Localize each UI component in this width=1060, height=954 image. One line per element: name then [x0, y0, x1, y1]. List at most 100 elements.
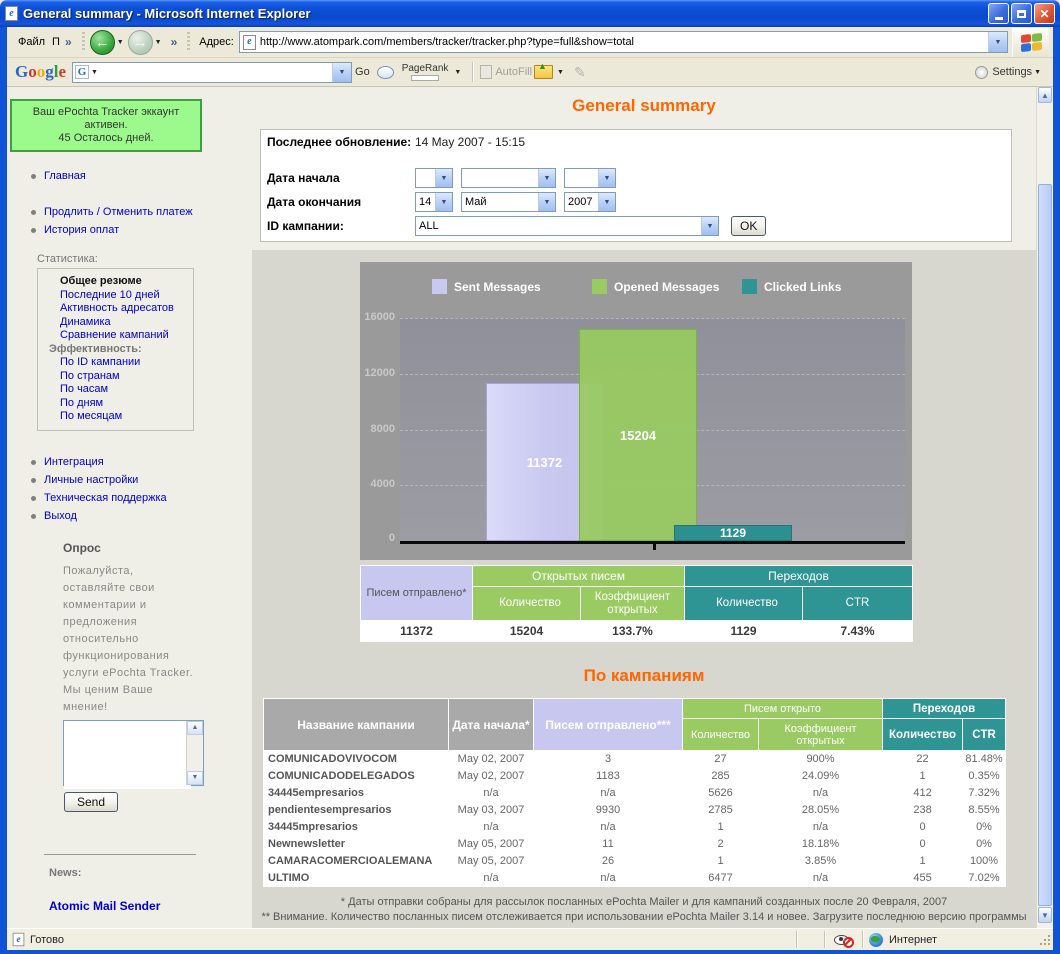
account-line: 45 Осталось дней.: [14, 132, 198, 145]
dropdown-arrow-icon[interactable]: ▼: [538, 193, 555, 211]
stats-link-by-id[interactable]: По ID кампании: [60, 356, 193, 370]
news-link-atomic-mail-sender[interactable]: Atomic Mail Sender: [49, 899, 252, 913]
campaigns-group-opened: Писем открыто: [683, 699, 883, 719]
go-button[interactable]: Go: [355, 66, 370, 78]
vertical-scrollbar[interactable]: ▲ ▼: [1036, 87, 1053, 928]
address-bar[interactable]: e http://www.atompark.com/members/tracke…: [239, 31, 1008, 53]
bookmark-folder-button[interactable]: ▲: [534, 65, 553, 79]
legend-clicked: Clicked Links: [742, 279, 841, 294]
stats-link-by-days[interactable]: По дням: [60, 397, 193, 411]
stats-link-by-months[interactable]: По месяцам: [60, 410, 193, 424]
dropdown-arrow-icon[interactable]: ▼: [598, 169, 615, 187]
minimize-button[interactable]: [988, 3, 1009, 24]
back-button[interactable]: ←: [90, 30, 115, 55]
sidebar-link-logout[interactable]: Выход: [44, 510, 77, 522]
window-frame: Файл Правка » ← ▼ → ▼ » Адрес: e http://…: [0, 27, 1060, 954]
cell: 0: [883, 819, 963, 836]
autofill-button[interactable]: AutoFill: [495, 66, 532, 78]
menu-edit-clipped[interactable]: Правка: [52, 36, 60, 48]
end-month-select[interactable]: Май▼: [461, 192, 556, 212]
stats-link-activity[interactable]: Активность адресатов: [60, 302, 193, 316]
start-day-select[interactable]: ▼: [415, 168, 453, 188]
bullet-icon: [31, 478, 36, 483]
cell: 900%: [759, 751, 883, 768]
ok-button[interactable]: OK: [731, 216, 766, 236]
google-search-dropdown-icon[interactable]: ▼: [332, 63, 351, 82]
address-dropdown-icon[interactable]: ▼: [988, 32, 1007, 52]
stats-item-current[interactable]: Общее резюме: [60, 275, 193, 289]
campaigns-header-date: Дата начала*: [449, 699, 534, 751]
stats-link-by-country[interactable]: По странам: [60, 370, 193, 384]
scroll-up-icon[interactable]: ▲: [187, 721, 203, 735]
survey-textarea[interactable]: [64, 721, 191, 789]
sidebar-link-home[interactable]: Главная: [44, 170, 86, 182]
dropdown-arrow-icon[interactable]: ▼: [435, 193, 452, 211]
end-day-select[interactable]: 14▼: [415, 192, 453, 212]
forward-dropdown-icon[interactable]: ▼: [155, 39, 162, 46]
forward-button[interactable]: →: [128, 30, 153, 55]
bookmark-dropdown-icon[interactable]: ▼: [557, 69, 564, 76]
toolbar-overflow-chevron-icon[interactable]: »: [171, 35, 178, 49]
y-tick-label: 16000: [362, 311, 395, 323]
legend-label: Sent Messages: [454, 280, 541, 294]
campaigns-title: По кампаниям: [252, 666, 1036, 686]
start-month-select[interactable]: ▼: [461, 168, 556, 188]
legend-sent: Sent Messages: [432, 279, 541, 294]
footnotes: * Даты отправки собраны для рассылок пос…: [259, 895, 1029, 928]
toolbar-grip[interactable]: [82, 32, 85, 52]
send-button[interactable]: Send: [64, 792, 118, 812]
google-search-box[interactable]: G ▼ ▼: [72, 62, 352, 83]
scroll-down-icon[interactable]: ▼: [187, 771, 203, 785]
settings-button[interactable]: Settings ▼: [975, 66, 1045, 79]
form-row-last-update: Последнее обновление: 14 May 2007 - 15:1…: [267, 133, 1011, 166]
messenger-icon[interactable]: [377, 66, 394, 79]
pagerank-button[interactable]: PageRank: [402, 63, 449, 81]
dropdown-arrow-icon[interactable]: ▼: [598, 193, 615, 211]
stats-link-by-hours[interactable]: По часам: [60, 383, 193, 397]
resize-grip-icon[interactable]: [1037, 931, 1053, 948]
dropdown-arrow-icon[interactable]: ▼: [538, 169, 555, 187]
google-search-input[interactable]: [102, 63, 332, 81]
dropdown-arrow-icon[interactable]: ▼: [435, 169, 452, 187]
flag-yellow: [1032, 41, 1042, 50]
summary-header-clicks-count: Количество: [685, 587, 803, 621]
cell: 1: [883, 768, 963, 785]
survey-line: функционирования: [63, 648, 252, 665]
cell: 8.55%: [963, 802, 1006, 819]
maximize-button[interactable]: [1011, 3, 1032, 24]
sidebar-link-support[interactable]: Техническая поддержка: [44, 492, 167, 504]
highlighter-icon[interactable]: ✎: [574, 64, 586, 81]
close-button[interactable]: ✕: [1034, 3, 1055, 24]
dropdown-arrow-icon[interactable]: ▼: [701, 217, 718, 235]
campaign-select[interactable]: ALL▼: [415, 216, 719, 236]
table-row: pendientesempresariosMay 03, 20079930278…: [264, 802, 1006, 819]
sidebar-link-renew[interactable]: Продлить / Отменить платеж: [44, 206, 193, 218]
nav-item: Техническая поддержка: [7, 489, 187, 507]
menu-overflow-chevron-icon[interactable]: »: [65, 35, 72, 49]
google-g-dropdown-icon[interactable]: ▼: [91, 69, 98, 76]
textarea-scrollbar[interactable]: ▲ ▼: [186, 721, 203, 785]
sidebar-link-settings[interactable]: Личные настройки: [44, 474, 138, 486]
scrollbar-up-icon[interactable]: ▲: [1038, 87, 1052, 103]
toolbar-grip[interactable]: [187, 32, 190, 52]
stats-link-dynamics[interactable]: Динамика: [60, 316, 193, 330]
popup-blocked-icon[interactable]: [834, 933, 854, 947]
stats-link-last10days[interactable]: Последние 10 дней: [60, 289, 193, 303]
pagerank-dropdown-icon[interactable]: ▼: [454, 69, 461, 76]
menu-file[interactable]: Файл: [11, 36, 52, 48]
cell: May 05, 2007: [449, 836, 534, 853]
scrollbar-down-icon[interactable]: ▼: [1038, 907, 1052, 923]
start-date-label: Дата начала: [267, 171, 415, 185]
end-year-select[interactable]: 2007▼: [564, 192, 616, 212]
sidebar-link-integration[interactable]: Интеграция: [44, 456, 104, 468]
scrollbar-thumb[interactable]: [1038, 184, 1052, 906]
select-value: [462, 169, 538, 187]
start-year-select[interactable]: ▼: [564, 168, 616, 188]
back-dropdown-icon[interactable]: ▼: [117, 39, 124, 46]
pagerank-label: PageRank: [402, 63, 449, 74]
address-url[interactable]: http://www.atompark.com/members/tracker/…: [256, 36, 988, 48]
download-here-link[interactable]: здесь: [630, 926, 659, 928]
footnote-2: ** Внимание. Количество посланных писем …: [259, 910, 1029, 928]
sidebar-link-payments[interactable]: История оплат: [44, 224, 119, 236]
stats-link-compare[interactable]: Сравнение кампаний: [60, 329, 193, 343]
